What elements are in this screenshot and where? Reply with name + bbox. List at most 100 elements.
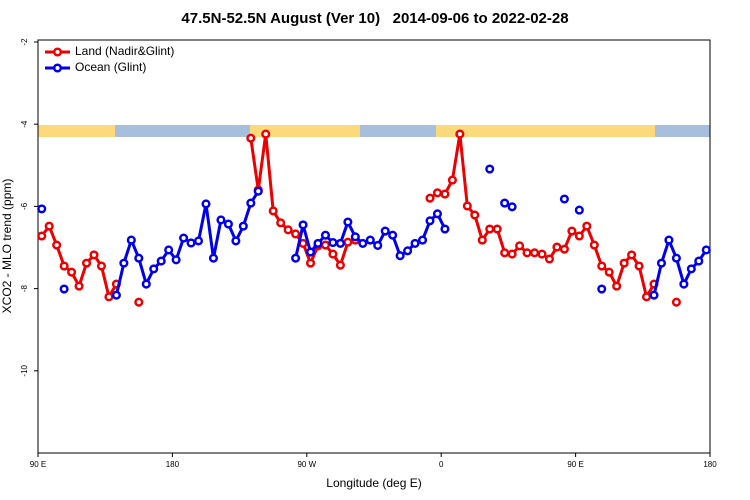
data-point xyxy=(380,226,390,236)
data-point xyxy=(179,233,189,243)
data-point xyxy=(358,238,368,248)
data-point xyxy=(671,297,681,307)
series-line xyxy=(42,134,677,302)
data-point xyxy=(559,244,569,254)
data-point xyxy=(74,281,84,291)
data-point xyxy=(208,253,219,263)
data-point xyxy=(440,224,450,234)
ocean-strip xyxy=(655,125,710,137)
data-point xyxy=(552,242,562,252)
data-point xyxy=(320,230,331,240)
data-point xyxy=(305,258,316,268)
data-point xyxy=(485,224,495,234)
data-point xyxy=(350,232,360,242)
data-point xyxy=(500,248,510,258)
data-point xyxy=(67,267,77,277)
data-point xyxy=(417,235,428,245)
data-point xyxy=(335,238,345,248)
data-point xyxy=(627,250,637,260)
x-tick-label: 180 xyxy=(166,460,180,469)
data-point xyxy=(589,240,599,250)
data-point xyxy=(619,258,629,268)
data-point xyxy=(664,235,674,245)
data-point xyxy=(313,238,323,248)
data-point xyxy=(507,202,517,212)
data-point xyxy=(201,199,211,209)
data-point xyxy=(701,245,711,255)
data-point xyxy=(425,193,435,203)
y-tick-label: -8 xyxy=(20,284,29,292)
data-point xyxy=(149,264,159,274)
land-strip xyxy=(250,125,360,137)
data-point xyxy=(186,238,196,248)
data-point xyxy=(492,224,502,234)
data-point xyxy=(567,226,577,236)
data-point xyxy=(268,206,278,216)
data-point xyxy=(305,247,316,257)
data-point xyxy=(246,198,256,208)
data-point xyxy=(604,267,614,277)
data-point xyxy=(141,279,151,289)
data-point xyxy=(425,216,435,226)
data-point xyxy=(59,261,69,271)
data-point xyxy=(320,240,331,250)
data-point xyxy=(193,236,204,246)
legend-label: Ocean (Glint) xyxy=(75,60,146,74)
x-tick-label: 0 xyxy=(439,460,444,469)
data-point xyxy=(537,249,547,259)
legend-item: Ocean (Glint) xyxy=(45,60,146,74)
data-point xyxy=(246,133,256,143)
data-point xyxy=(328,249,338,259)
data-point xyxy=(59,284,69,294)
x-axis-label: Longitude (deg E) xyxy=(326,476,421,490)
data-point xyxy=(164,245,174,255)
data-point xyxy=(216,215,226,225)
data-point xyxy=(515,241,525,251)
data-point xyxy=(686,264,696,274)
data-point xyxy=(81,258,92,268)
data-point xyxy=(44,221,54,231)
y-tick-label: -2 xyxy=(20,38,29,46)
land-strip xyxy=(38,125,115,137)
data-point xyxy=(612,281,622,291)
data-point xyxy=(522,248,532,258)
data-point xyxy=(485,164,495,174)
data-point xyxy=(291,253,301,263)
data-point xyxy=(679,279,689,289)
data-point xyxy=(403,246,413,256)
data-point xyxy=(37,231,47,241)
data-point xyxy=(37,204,47,214)
data-point xyxy=(455,129,465,139)
data-point xyxy=(507,249,517,259)
data-point xyxy=(134,297,144,307)
data-point xyxy=(111,290,121,300)
data-point xyxy=(574,231,584,241)
data-point xyxy=(597,284,607,294)
data-point xyxy=(238,221,248,231)
data-point xyxy=(440,189,450,199)
data-point xyxy=(373,240,383,250)
data-point xyxy=(656,258,667,268)
ocean-strip xyxy=(115,125,250,137)
data-point xyxy=(231,236,241,246)
x-tick-label: 90 E xyxy=(30,460,46,469)
data-point xyxy=(89,250,99,260)
data-point xyxy=(582,221,592,231)
data-point xyxy=(291,229,301,239)
data-point xyxy=(223,219,233,229)
data-point xyxy=(52,240,62,250)
data-point xyxy=(432,209,443,219)
data-point xyxy=(641,292,652,302)
data-point xyxy=(671,253,681,263)
data-point xyxy=(597,261,607,271)
data-point xyxy=(462,201,472,211)
data-point xyxy=(365,235,375,245)
data-point xyxy=(126,235,136,245)
data-point xyxy=(276,218,286,228)
data-point xyxy=(298,220,308,230)
data-point xyxy=(328,238,338,248)
data-point xyxy=(694,256,704,266)
data-point xyxy=(470,210,480,220)
